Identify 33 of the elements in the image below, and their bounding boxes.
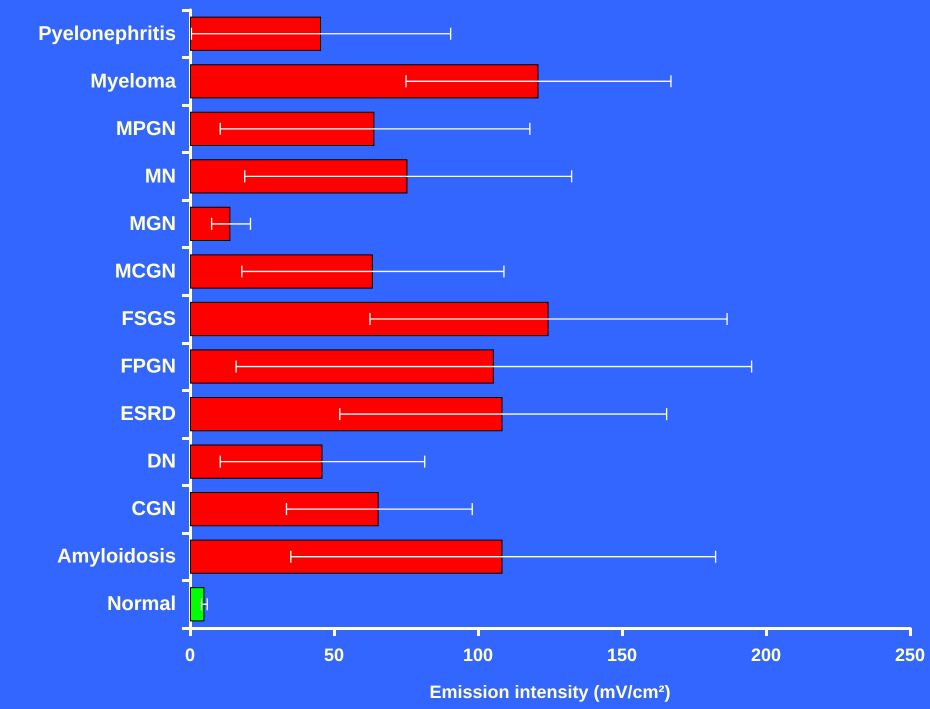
bar <box>190 396 502 432</box>
y-tick-label: MCGN <box>114 260 176 282</box>
bar <box>190 302 549 336</box>
y-tick-label: CGN <box>132 498 176 520</box>
y-tick-label: Amyloidosis <box>57 546 176 568</box>
bar <box>190 540 502 574</box>
y-tick-label: ESRD <box>120 403 176 426</box>
x-tick-label: 50 <box>324 645 344 665</box>
y-tick-label: Pyelonephritis <box>38 22 176 45</box>
x-tick-label: 100 <box>462 645 494 665</box>
x-tick-label: 150 <box>606 645 638 665</box>
y-tick-label: FSGS <box>122 308 176 330</box>
bar <box>190 112 374 146</box>
x-tick-label: 0 <box>184 645 196 665</box>
bar <box>190 492 379 526</box>
bar <box>190 206 230 242</box>
y-tick-label: MGN <box>129 212 176 235</box>
x-tick-label: 250 <box>894 645 926 665</box>
bar <box>190 64 538 98</box>
bar <box>190 587 204 622</box>
y-tick-label: DN <box>147 450 176 473</box>
y-tick-label: FPGN <box>120 356 176 378</box>
bar <box>190 159 408 194</box>
bar <box>190 349 494 384</box>
y-tick-label: Normal <box>107 593 176 616</box>
y-tick-label: MPGN <box>116 118 176 140</box>
x-tick-label: 200 <box>750 645 782 665</box>
y-tick-label: Myeloma <box>90 70 177 92</box>
bar <box>190 254 373 289</box>
bar <box>190 444 322 479</box>
bar <box>190 16 322 51</box>
x-axis-title: Emission intensity (mV/cm²) <box>429 682 671 702</box>
y-tick-label: MN <box>144 165 176 188</box>
